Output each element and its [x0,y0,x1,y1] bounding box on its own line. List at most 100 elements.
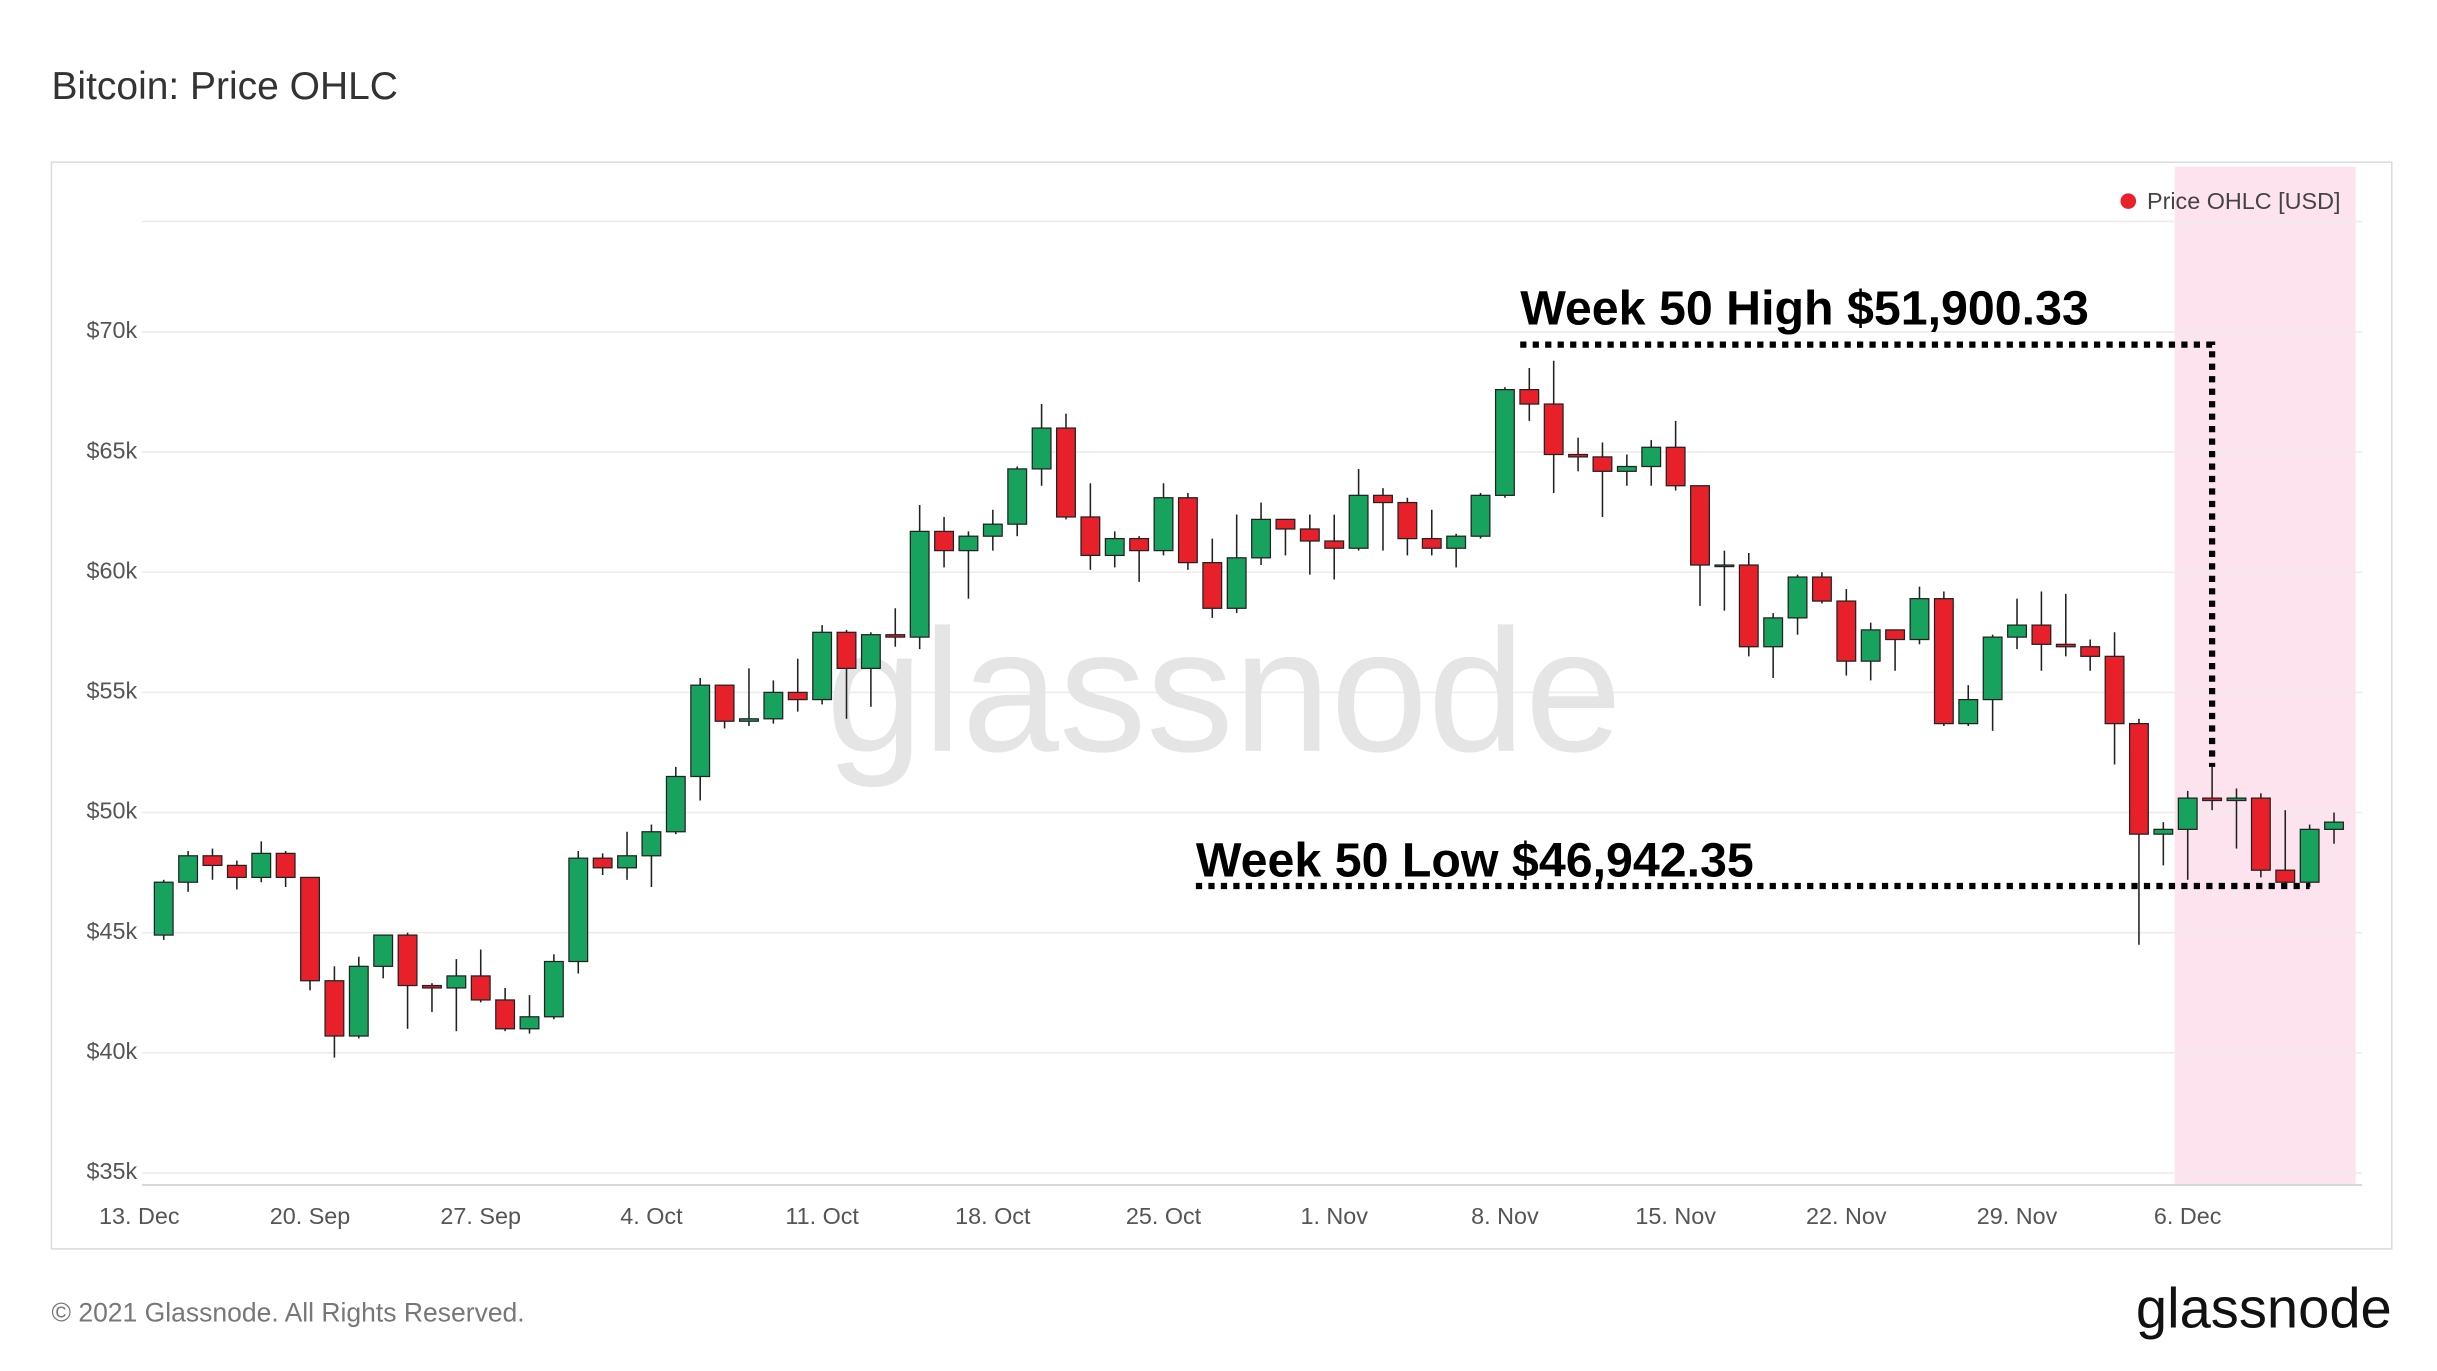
y-tick-label: $60k [87,557,138,583]
candle-body [568,857,589,963]
candle-body [2226,797,2247,802]
candle-body [812,631,833,701]
plot-frame [50,161,2393,1250]
y-tick-label: $35k [87,1158,138,1184]
candle-body [1568,453,1589,458]
candle-body [1690,485,1710,566]
candle-body [1031,427,1052,470]
candle-body [1836,600,1857,662]
candle-body [2177,797,2198,830]
candle-body [1592,456,1613,472]
candle-body [373,934,394,967]
candle-body [519,1016,540,1030]
candle-body [1226,557,1247,609]
candle-body [300,876,321,982]
x-tick-label: 27. Sep [440,1203,521,1229]
candle-body [2299,828,2320,883]
x-tick-label: 13. Dec [99,1203,180,1229]
x-tick-label: 15. Nov [1635,1203,1716,1229]
candle-body [543,960,564,1018]
candle-body [1494,388,1515,496]
candle-body [1909,598,1930,641]
y-tick-label: $40k [87,1038,138,1064]
candle-body [2324,821,2345,830]
candle-body [1787,576,1808,619]
candle-body [982,523,1003,537]
candle-body [1177,497,1198,564]
annotation-label: Week 50 High $51,900.33 [1520,282,2089,336]
candle-body [763,691,784,720]
candle-body [2250,797,2271,871]
x-tick-label: 29. Nov [1977,1203,2058,1229]
x-tick-label: 22. Nov [1806,1203,1887,1229]
candle-body [178,855,199,883]
x-tick-label: 8. Nov [1471,1203,1539,1229]
candle-body [1153,497,1174,552]
candle-body [1933,598,1954,725]
legend-marker [2120,193,2137,209]
x-tick-label: 18. Oct [955,1203,1031,1229]
candle-body [1202,562,1223,609]
x-tick-label: 1. Nov [1300,1203,1368,1229]
candle-body [446,975,467,989]
candle-body [1129,537,1150,552]
x-tick-label: 4. Oct [620,1203,683,1229]
candle-body [1616,465,1637,472]
candle-body [2128,722,2149,835]
candle-body [1958,698,1979,725]
candle-body [2007,624,2027,638]
candle-body [1665,446,1686,487]
candle-body [421,984,442,989]
candle-body [665,775,686,833]
candle-body [1860,629,1881,662]
candle-body [1763,617,1784,648]
watermark: glassnode [826,594,1622,789]
candle-body [1982,636,2003,701]
candle-body [2055,643,2076,648]
legend-label: Price OHLC [USD] [2147,188,2341,214]
candle-body [617,855,638,869]
candle-body [2031,624,2052,645]
candle-body [958,535,979,552]
candle-body [1299,528,1320,542]
annotation-label: Week 50 Low $46,942.35 [1196,834,1754,888]
candle-body [1885,629,1906,641]
candle-body [2104,655,2125,725]
candle-body [1056,427,1076,518]
candle-body [1397,501,1418,540]
annotation-line [1520,341,2216,767]
candle-body [1811,576,1832,602]
candle-body [2202,797,2223,802]
candle-body [1470,494,1491,537]
candle-body [836,631,857,669]
x-tick-label: 6. Dec [2154,1203,2222,1229]
candle-body [1421,537,1442,549]
candle-body [1543,403,1564,456]
candle-body [1641,446,1662,468]
candle-body [324,980,345,1037]
y-tick-label: $65k [87,437,138,463]
candle-body [1348,494,1369,549]
candle-body [348,965,369,1037]
candle-body [1275,518,1296,530]
candle-body [251,852,272,879]
background-layer: $35k $40k $45k $50k $55k $60k $65k $70k 20. Sep 2… [87,166,2363,1229]
candle-body [934,530,955,552]
y-tick-label: $45k [87,918,138,944]
candle-body [1251,518,1272,559]
candle-body [202,855,223,867]
candle-body [690,684,711,778]
candle-body [885,634,906,638]
candle-body [2080,646,2101,657]
candle-body [1104,537,1125,557]
candle-body [1324,540,1345,549]
candle-body [1373,494,1393,504]
foreground-layer: Price OHLC [USD] Week 50 High $51,900.33 W… [153,188,2345,1058]
x-tick-label: 20. Sep [270,1203,351,1229]
candle-body [860,634,881,669]
candle-body [275,852,296,879]
y-tick-label: $70k [87,317,138,343]
footer: © 2021 Glassnode. All Rights Reserved. [51,1297,524,1327]
